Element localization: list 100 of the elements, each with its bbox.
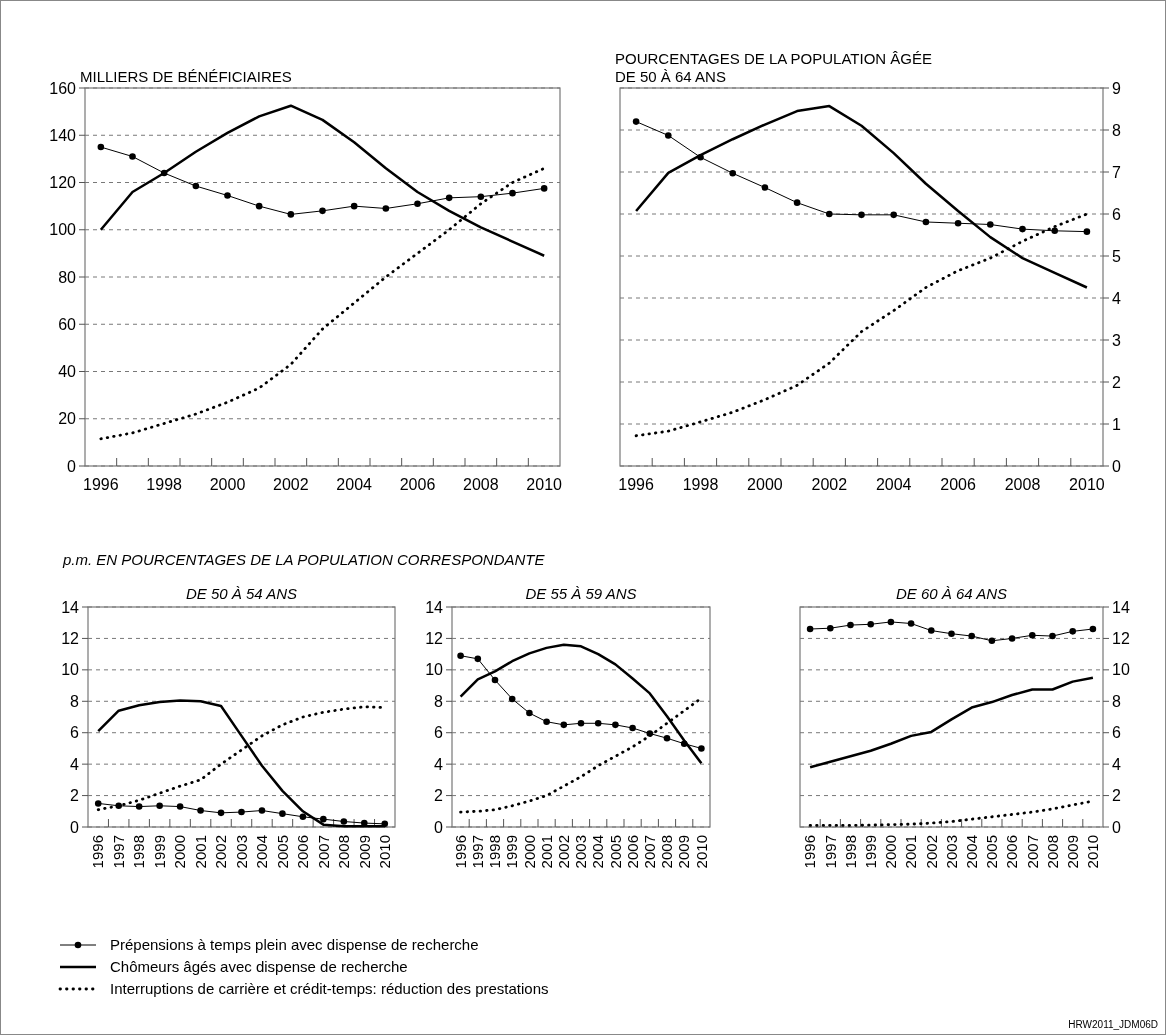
- x-tick-label: 2009: [1063, 835, 1081, 869]
- y2-tick-label: 0: [1112, 457, 1121, 475]
- text: HRW2011_JDM06D: [1068, 1019, 1158, 1030]
- y2-tick-label: 1: [1112, 415, 1121, 433]
- x-tick-label: 2002: [922, 835, 940, 869]
- x-tick-label: 1997: [821, 835, 839, 869]
- x-tick-label: 2001: [537, 835, 555, 869]
- y2-tick-label: 9: [1112, 79, 1121, 97]
- x-tick-label: 2010: [526, 476, 563, 493]
- x-tick-label: 2003: [942, 835, 960, 869]
- x-tick-label: 2010: [692, 835, 710, 869]
- point: [491, 676, 499, 684]
- point: [129, 153, 136, 160]
- y-tick-label: 14: [425, 598, 444, 616]
- point: [793, 199, 801, 206]
- x-tick-label: 1997: [469, 835, 487, 869]
- x-tick-label: 2008: [463, 476, 499, 493]
- x-tick-label: 2003: [232, 835, 250, 869]
- point: [968, 632, 975, 640]
- point: [577, 719, 585, 727]
- x-tick-label: 2006: [623, 835, 641, 869]
- x-tick-label: 2008: [658, 835, 676, 869]
- point: [477, 193, 485, 200]
- y2-tick-label: 4: [1112, 289, 1121, 307]
- point: [299, 813, 307, 821]
- point: [827, 624, 834, 632]
- y2-tick-label: 2: [1112, 787, 1121, 805]
- x-tick-label: 2010: [1069, 476, 1105, 493]
- point: [847, 621, 854, 629]
- y-tick-label: 4: [70, 755, 80, 773]
- y2-tick-label: 4: [1112, 755, 1121, 773]
- y-tick-label: 0: [67, 457, 77, 475]
- point: [890, 211, 897, 219]
- point: [320, 815, 327, 823]
- point: [954, 219, 962, 227]
- point: [1083, 228, 1091, 235]
- point: [255, 202, 263, 210]
- y2-tick-label: 6: [1112, 724, 1121, 742]
- point: [543, 718, 550, 726]
- y2-tick-label: 5: [1112, 247, 1121, 265]
- x-tick-label: 2000: [520, 835, 538, 869]
- y-tick-label: 14: [61, 598, 80, 616]
- x-tick-label: 2004: [962, 835, 980, 869]
- point: [806, 625, 814, 633]
- point: [350, 202, 358, 210]
- point: [238, 808, 245, 816]
- y-tick-label: 8: [434, 692, 444, 710]
- x-tick-label: 1998: [841, 835, 859, 869]
- x-tick-label: 2002: [273, 476, 309, 493]
- chart-title: DE 60 À 64 ANS: [895, 585, 1008, 602]
- point: [156, 802, 163, 810]
- point: [826, 210, 833, 218]
- x-tick-label: 2000: [171, 835, 189, 869]
- x-tick-label: 2004: [589, 835, 607, 869]
- point: [867, 620, 874, 628]
- x-tick-label: 2006: [399, 476, 436, 493]
- y-tick-label: 12: [61, 630, 80, 648]
- x-tick-label: 2007: [1023, 835, 1041, 869]
- y-tick-label: 6: [70, 724, 80, 742]
- point: [340, 818, 348, 825]
- point: [663, 734, 671, 742]
- point: [1029, 631, 1036, 639]
- x-tick-label: 1996: [89, 835, 107, 869]
- x-tick-label: 2008: [1004, 476, 1041, 493]
- point: [457, 652, 464, 660]
- point: [509, 189, 516, 197]
- legend-label: Interruptions de carrière et crédit-temps: réduction des prestations: [110, 980, 549, 998]
- point: [540, 185, 548, 192]
- x-tick-label: 2009: [675, 835, 693, 869]
- x-tick-label: 2002: [555, 835, 573, 869]
- y2-tick-label: 3: [1112, 331, 1121, 349]
- x-tick-label: 2010: [1084, 835, 1102, 869]
- x-tick-label: 1998: [682, 476, 719, 493]
- point: [987, 221, 994, 228]
- x-tick-label: 2010: [376, 835, 394, 869]
- x-tick-label: 2003: [572, 835, 590, 869]
- point: [319, 207, 326, 215]
- y-tick-label: 10: [425, 661, 444, 679]
- y-axis-title: MILLIERS DE BÉNÉFICIAIRES: [80, 68, 292, 85]
- point: [1008, 635, 1016, 642]
- x-tick-label: 1998: [486, 835, 504, 869]
- y-tick-label: 160: [49, 79, 77, 97]
- y-tick-label: 0: [434, 818, 444, 836]
- point: [948, 630, 955, 638]
- x-tick-label: 1996: [618, 476, 654, 493]
- y2-tick-label: 14: [1112, 598, 1130, 616]
- point: [629, 724, 636, 732]
- x-tick-label: 2000: [747, 476, 783, 493]
- point: [526, 709, 533, 717]
- y-tick-label: 6: [434, 724, 444, 742]
- x-tick-label: 1996: [451, 835, 469, 869]
- point: [1049, 632, 1056, 640]
- point: [988, 637, 996, 645]
- x-tick-label: 2000: [209, 476, 246, 493]
- y-tick-label: 100: [49, 221, 77, 239]
- point: [1089, 625, 1097, 633]
- point: [632, 118, 640, 125]
- y-tick-label: 10: [61, 661, 80, 679]
- x-tick-label: 2007: [314, 835, 332, 869]
- y-tick-label: 2: [434, 787, 444, 805]
